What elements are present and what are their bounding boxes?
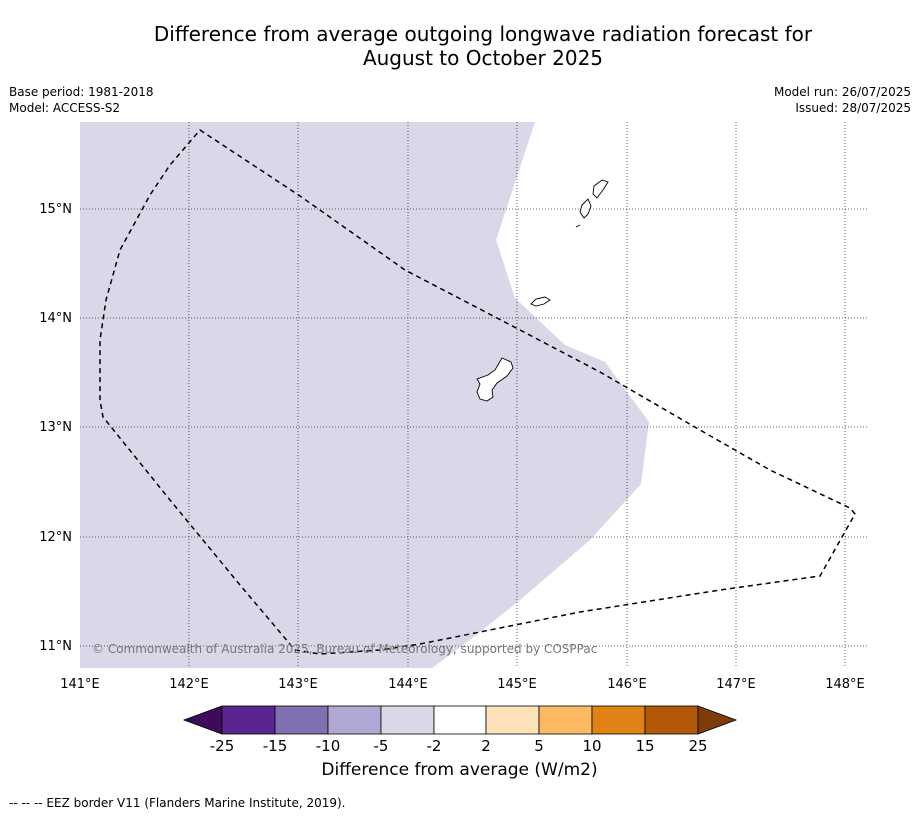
colorbar-bin-5 — [433, 705, 487, 735]
model-run: Model run: 26/07/2025 — [773, 85, 911, 99]
cbar-tick-2: -15 — [263, 737, 288, 755]
longitude-labels: 141°E 142°E 143°E 144°E 145°E 146°E 147°… — [60, 677, 865, 692]
lat-label-15: 15°N — [39, 202, 72, 217]
title-line-2: August to October 2025 — [362, 46, 604, 70]
island-aguijan — [575, 224, 581, 228]
lat-label-14: 14°N — [39, 311, 72, 326]
cbar-tick-10: 25 — [688, 737, 707, 755]
cbar-tick-1: -25 — [210, 737, 235, 755]
lat-label-13: 13°N — [39, 420, 72, 435]
lon-label-147: 147°E — [716, 677, 756, 692]
lon-label-145: 145°E — [497, 677, 537, 692]
colorbar-bin-6 — [485, 705, 540, 735]
model-name: Model: ACCESS-S2 — [9, 101, 121, 115]
eez-border — [99, 129, 856, 655]
map-figure: 141°E 142°E 143°E 144°E 145°E 146°E 147°… — [39, 122, 868, 755]
lon-label-146: 146°E — [607, 677, 647, 692]
cbar-tick-6: 2 — [481, 737, 491, 755]
colorbar-label: Difference from average (W/m2) — [321, 760, 598, 780]
colorbar-bin-9 — [644, 705, 699, 735]
title-line-1: Difference from average outgoing longwav… — [153, 22, 813, 46]
colorbar — [182, 705, 738, 735]
colorbar-extend-low — [182, 705, 223, 735]
island-saipan — [592, 179, 609, 199]
copyright-notice: © Commonwealth of Australia 2025, Bureau… — [92, 642, 597, 656]
island-tinian — [579, 198, 592, 219]
island-guam — [476, 357, 514, 402]
cbar-tick-4: -5 — [374, 737, 389, 755]
colorbar-bin-1 — [221, 705, 276, 735]
issued-date: Issued: 28/07/2025 — [795, 101, 911, 115]
colorbar-bin-8 — [591, 705, 646, 735]
meta-right: Model run: 26/07/2025 Issued: 28/07/2025 — [774, 84, 911, 116]
islands — [476, 179, 609, 402]
chart-title: Difference from average outgoing longwav… — [0, 22, 919, 70]
colorbar-bin-7 — [538, 705, 593, 735]
anomaly-region — [80, 122, 649, 668]
colorbar-bin-2 — [274, 705, 329, 735]
eez-footnote: -- -- -- EEZ border V11 (Flanders Marine… — [9, 796, 346, 810]
lon-label-148: 148°E — [825, 677, 865, 692]
base-period: Base period: 1981-2018 — [9, 85, 154, 99]
cbar-tick-7: 5 — [534, 737, 544, 755]
latitude-labels: 15°N 14°N 13°N 12°N 11°N — [39, 202, 72, 654]
cbar-tick-5: -2 — [427, 737, 442, 755]
lat-label-11: 11°N — [39, 639, 72, 654]
cbar-tick-9: 15 — [635, 737, 654, 755]
cbar-tick-8: 10 — [582, 737, 601, 755]
colorbar-extend-high — [697, 705, 738, 735]
lon-label-143: 143°E — [278, 677, 318, 692]
lon-label-142: 142°E — [169, 677, 209, 692]
cbar-tick-3: -10 — [316, 737, 341, 755]
island-rota — [530, 296, 551, 307]
colorbar-ticks: -25 -15 -10 -5 -2 2 5 10 15 25 — [210, 737, 708, 755]
map-gridlines — [80, 122, 868, 668]
lon-label-144: 144°E — [388, 677, 428, 692]
colorbar-bin-4 — [380, 705, 435, 735]
meta-left: Base period: 1981-2018 Model: ACCESS-S2 — [9, 84, 154, 116]
lon-label-141: 141°E — [60, 677, 100, 692]
colorbar-bin-3 — [327, 705, 382, 735]
lat-label-12: 12°N — [39, 530, 72, 545]
